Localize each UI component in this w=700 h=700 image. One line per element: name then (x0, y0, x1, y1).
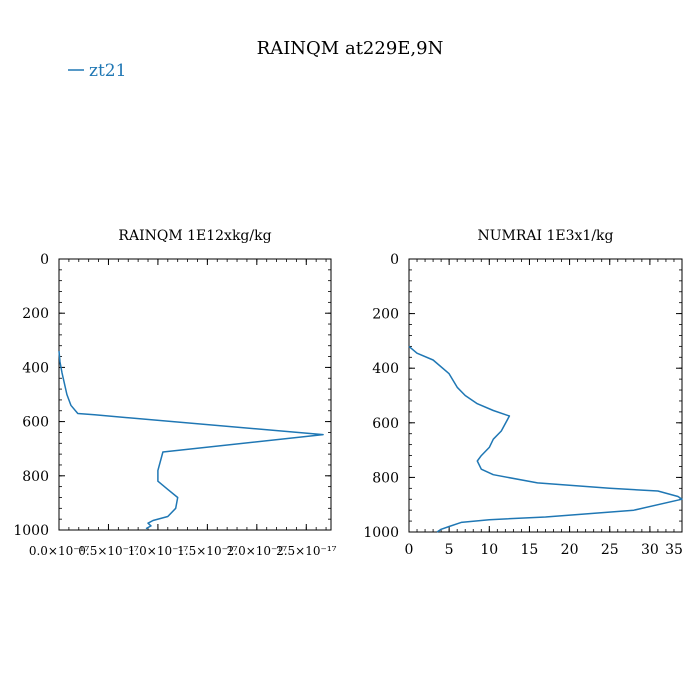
x-tick-label: 35 (665, 542, 683, 558)
x-tick-label: 2.0×10⁻¹⁷ (227, 544, 288, 558)
numrai-panel: NUMRAI 1E3x1/kg 0 200 400 600 800 1000 0 5 10 15 20… (363, 228, 683, 558)
legend-label: zt21 (89, 61, 126, 81)
x-tick-label: 20 (561, 542, 579, 558)
x-tick-label: 5 (445, 542, 454, 558)
y-tick-label: 1000 (363, 525, 399, 541)
x-tick-label: 25 (601, 542, 619, 558)
y-tick-label: 400 (22, 360, 49, 376)
series-line (58, 351, 324, 530)
x-tick-label: 1.0×10⁻¹⁷ (128, 544, 189, 558)
plot-frame (58, 258, 332, 531)
y-tick-label: 600 (22, 415, 49, 431)
x-tick-label: 2.5×10⁻¹⁷ (276, 544, 337, 558)
panel-title: NUMRAI 1E3x1/kg (477, 228, 613, 244)
y-tick-label: 400 (372, 361, 399, 377)
y-tick-label: 0 (390, 252, 399, 268)
legend: zt21 (68, 61, 126, 81)
x-tick-label: 30 (641, 542, 659, 558)
rainqm-panel: RAINQM 1E12xkg/kg 0 200 400 600 800 1000 0.0×10… (13, 228, 336, 558)
x-tick-label: 10 (480, 542, 498, 558)
x-tick-label: 1.5×10⁻¹⁷ (177, 544, 238, 558)
y-tick-label: 200 (22, 306, 49, 322)
y-tick-label: 600 (372, 416, 399, 432)
y-tick-label: 1000 (13, 523, 49, 539)
panel-title: RAINQM 1E12xkg/kg (118, 228, 271, 244)
x-tick-label: 0.0×10⁻¹⁷ (29, 544, 90, 558)
y-tick-label: 0 (40, 252, 49, 268)
figure-title: RAINQM at229E,9N (257, 38, 444, 59)
y-tick-label: 800 (372, 470, 399, 486)
x-tick-label: 15 (521, 542, 539, 558)
y-tick-label: 200 (372, 307, 399, 323)
plot-frame (408, 258, 683, 533)
series-line (408, 345, 683, 533)
y-tick-label: 800 (22, 469, 49, 485)
x-tick-label: 0.5×10⁻¹⁷ (78, 544, 139, 558)
x-tick-label: 0 (405, 542, 414, 558)
